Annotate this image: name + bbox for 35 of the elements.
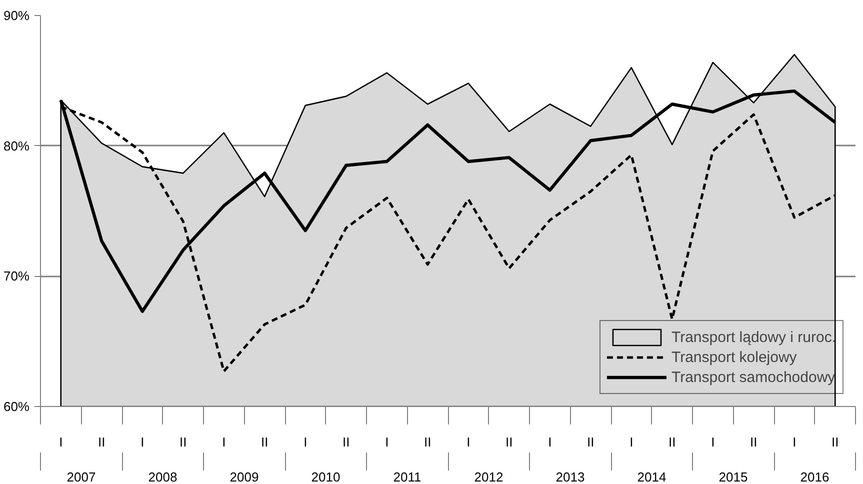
x-tick-label: I [59,434,63,450]
x-tick-label: I [711,434,715,450]
x-tick-label: I [385,434,389,450]
text: 2009 [230,470,259,484]
x-tick-label: I [304,434,308,450]
y-tick-label: 80% [3,138,30,154]
x-tick-label: I [140,434,144,450]
text: 2015 [718,470,748,484]
text: 2012 [474,470,504,484]
x-tick-label: II [98,434,106,450]
x-tick-label: II [668,434,676,450]
text: 2013 [556,470,585,484]
text: 2007 [66,470,96,484]
x-tick-label: II [261,434,268,450]
legend-label: Transport kolejowy [671,348,797,366]
x-tick-label: II [587,434,594,450]
y-tick-label: 60% [3,399,30,414]
text: 2016 [800,470,830,484]
x-tick-label: I [630,434,634,450]
x-tick-label: I [792,434,796,450]
x-tick-label: II [342,434,350,450]
x-tick-label: II [750,434,758,450]
text: 2011 [393,470,422,484]
text: 2008 [148,470,178,484]
x-tick-label: I [222,434,226,450]
x-tick-label: I [466,434,470,450]
x-tick-label: II [506,434,513,450]
text: 2014 [637,470,666,484]
x-tick-label: I [548,434,552,450]
y-tick-label: 90% [3,8,30,23]
y-tick-label: 70% [3,268,30,284]
x-tick-label: II [832,434,839,450]
x-tick-label: II [180,434,187,450]
text: 2010 [311,470,340,484]
x-tick-label: II [424,434,432,450]
